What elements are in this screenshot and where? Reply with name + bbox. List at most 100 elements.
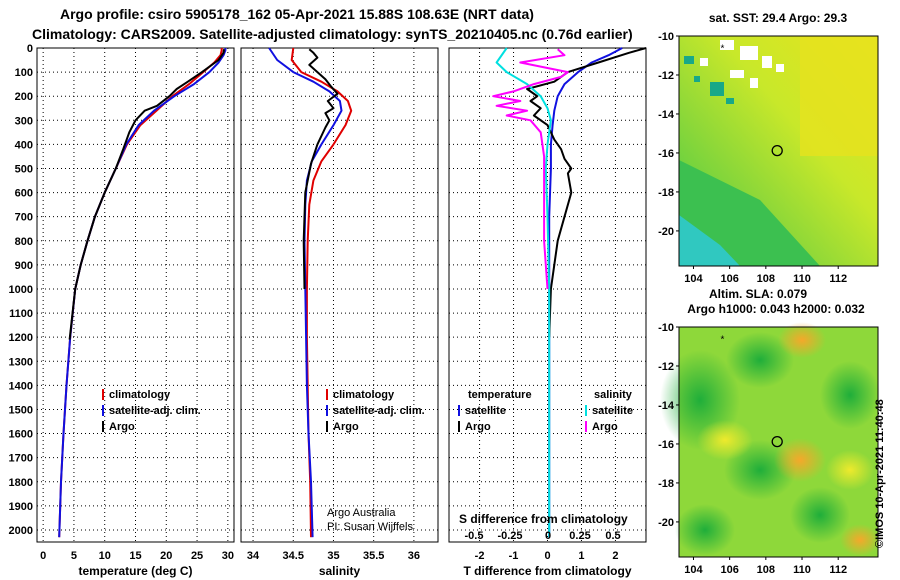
imos-credit: ©IMOS 10-Apr-2021 11:40:48 bbox=[874, 399, 886, 548]
secondary-tick-label: 0.25 bbox=[569, 530, 590, 542]
legend-label: Argo bbox=[109, 421, 135, 433]
y-tick-label: 1800 bbox=[9, 477, 33, 489]
y-tick-label: 1200 bbox=[9, 332, 33, 344]
series-line-argo bbox=[68, 49, 226, 340]
map-axis-text: 104 106 108 110 112 -10 -12 -14 -16 -18 -20 104 106 1… bbox=[658, 11, 865, 576]
series-line-temperature-satellite bbox=[548, 47, 623, 538]
map-y-tick-label: -20 bbox=[658, 226, 674, 238]
legend-label: climatology bbox=[109, 389, 171, 401]
series-line-salinity-argo bbox=[492, 48, 569, 290]
sla-map-title: Altim. SLA: 0.079 bbox=[709, 287, 807, 301]
series-line-climatology bbox=[290, 47, 353, 538]
sst-map-green-zone bbox=[679, 160, 820, 266]
map-y-tick-label: -16 bbox=[658, 439, 674, 451]
legend-title-temperature: temperature bbox=[468, 389, 532, 401]
map-y-tick-label: -10 bbox=[658, 322, 674, 334]
map-x-tick-label: 104 bbox=[684, 273, 703, 285]
map-y-tick-label: -20 bbox=[658, 517, 674, 529]
sst-map-warm-band bbox=[800, 36, 878, 156]
map-x-tick-label: 112 bbox=[829, 273, 847, 285]
figure-title-line-1: Argo profile: csiro 5905178_162 05-Apr-2… bbox=[60, 6, 534, 22]
panel-frame bbox=[36, 47, 235, 543]
x-tick-label: 2 bbox=[612, 550, 618, 562]
x-axis-label: salinity bbox=[319, 564, 361, 578]
map-x-tick-label: 110 bbox=[793, 273, 811, 285]
legend-title-salinity: salinity bbox=[594, 389, 633, 401]
legend-label: satellite bbox=[592, 405, 633, 417]
sla-blob bbox=[840, 524, 880, 556]
sla-blob bbox=[790, 487, 850, 543]
secondary-tick-label: -0.5 bbox=[465, 530, 484, 542]
y-tick-label: 200 bbox=[15, 91, 33, 103]
map-x-tick-label: 110 bbox=[793, 564, 811, 576]
y-tick-label: 700 bbox=[15, 212, 33, 224]
sla-asterisk-marker: * bbox=[720, 335, 724, 346]
map-x-tick-label: 112 bbox=[829, 564, 847, 576]
y-tick-label: 1400 bbox=[9, 380, 33, 392]
sla-argo-position-marker bbox=[771, 435, 783, 448]
map-y-tick-label: -18 bbox=[658, 478, 674, 490]
sst-map-title: sat. SST: 29.4 Argo: 29.3 bbox=[709, 11, 848, 25]
sla-blob bbox=[697, 420, 753, 460]
sla-map-frame bbox=[678, 326, 879, 558]
legend-label: climatology bbox=[333, 389, 395, 401]
y-tick-label: 1100 bbox=[9, 308, 33, 320]
y-tick-label: 900 bbox=[15, 260, 33, 272]
x-tick-label: 0 bbox=[544, 550, 550, 562]
x-tick-label: 25 bbox=[191, 550, 203, 562]
temperature-panel: 0 5 10 15 20 25 300100200300400500600700800900… bbox=[9, 43, 235, 578]
y-tick-label: 500 bbox=[15, 163, 33, 175]
x-tick-label: 15 bbox=[129, 550, 141, 562]
sla-blob bbox=[774, 438, 826, 482]
sla-blob bbox=[820, 361, 880, 429]
sst-map-cold-patches bbox=[684, 56, 734, 104]
sst-asterisk-marker: * bbox=[720, 44, 724, 55]
series-line-satellite-adj.-clim. bbox=[268, 47, 343, 538]
x-tick-label: 34 bbox=[247, 550, 260, 562]
x-axis-label: T difference from climatology bbox=[463, 564, 631, 578]
x-tick-label: 35 bbox=[327, 550, 339, 562]
x-tick-label: 36 bbox=[408, 550, 420, 562]
x-tick-label: 30 bbox=[222, 550, 234, 562]
x-axis-label: temperature (deg C) bbox=[78, 564, 192, 578]
map-x-tick-label: 106 bbox=[720, 564, 738, 576]
y-tick-label: 1300 bbox=[9, 356, 33, 368]
sst-map-panel: * bbox=[678, 35, 879, 267]
x-tick-label: -2 bbox=[475, 550, 485, 562]
secondary-tick-label: -0.25 bbox=[497, 530, 522, 542]
x-tick-label: 34.5 bbox=[283, 550, 304, 562]
map-x-tick-label: 104 bbox=[684, 564, 703, 576]
sst-map-cyan-zone bbox=[679, 215, 740, 266]
x-tick-label: 0 bbox=[40, 550, 46, 562]
sla-blob bbox=[675, 504, 735, 556]
secondary-axis-title: S difference from climatology bbox=[459, 512, 628, 526]
y-tick-label: 800 bbox=[15, 236, 33, 248]
map-y-tick-label: -12 bbox=[658, 70, 674, 82]
y-tick-label: 1000 bbox=[9, 284, 33, 296]
y-tick-label: 100 bbox=[15, 67, 33, 79]
map-x-tick-label: 108 bbox=[757, 273, 775, 285]
figure-title-line-2: Climatology: CARS2009. Satellite-adjuste… bbox=[32, 26, 633, 42]
map-x-tick-label: 108 bbox=[757, 564, 775, 576]
panel-frame bbox=[240, 47, 439, 543]
map-y-tick-label: -16 bbox=[658, 148, 674, 160]
annotation-text: PI: Susan Wijffels bbox=[327, 521, 413, 533]
x-tick-label: 1 bbox=[578, 550, 584, 562]
y-tick-label: 2000 bbox=[9, 525, 33, 537]
secondary-tick-label: 0.5 bbox=[605, 530, 620, 542]
y-tick-label: 400 bbox=[15, 139, 33, 151]
salinity-panel: 34 34.5 35 35.5 36 salinity climatology satelli… bbox=[240, 47, 439, 578]
sst-map-frame bbox=[678, 35, 879, 267]
sla-blob bbox=[726, 332, 794, 388]
annotation-text: Argo Australia bbox=[327, 507, 396, 519]
x-tick-label: 35.5 bbox=[363, 550, 384, 562]
y-tick-label: 1500 bbox=[9, 404, 33, 416]
y-tick-label: 300 bbox=[15, 115, 33, 127]
legend-label: Argo bbox=[592, 421, 618, 433]
series-line-salinity-satellite bbox=[495, 47, 552, 538]
y-tick-label: 0 bbox=[27, 43, 33, 55]
map-y-tick-label: -10 bbox=[658, 31, 674, 43]
sla-map-panel: * bbox=[660, 322, 880, 558]
map-y-tick-label: -18 bbox=[658, 187, 674, 199]
sst-argo-position-marker bbox=[771, 144, 783, 157]
